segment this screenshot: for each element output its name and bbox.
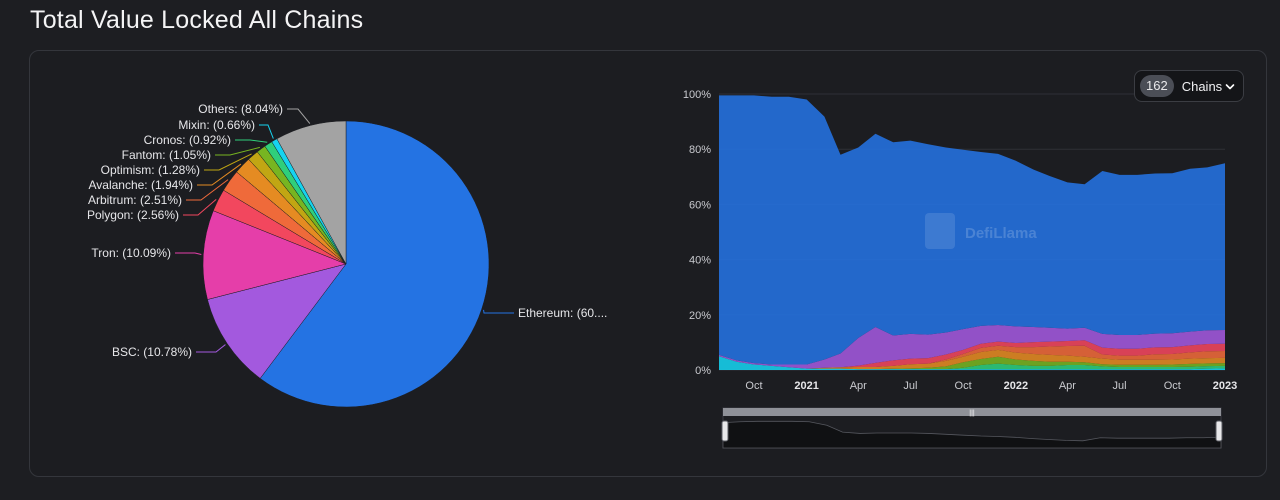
pie-leader-mixin <box>259 124 274 139</box>
x-tick-label: Jul <box>903 380 917 392</box>
pie-label-polygon: Polygon: (2.56%) <box>87 208 179 222</box>
pie-label-tron: Tron: (10.09%) <box>91 246 171 260</box>
x-tick-label: 2022 <box>1004 380 1028 392</box>
x-tick-label: Oct <box>955 380 972 392</box>
y-tick-label: 20% <box>689 310 711 322</box>
x-tick-label: Apr <box>1059 380 1076 392</box>
watermark-logo-icon <box>925 213 955 249</box>
pie-leader-fantom <box>215 146 260 156</box>
area-series-cronos[interactable] <box>719 356 1225 370</box>
chains-count-badge: 162 <box>1140 75 1174 97</box>
pie-leader-others <box>287 108 311 124</box>
pie-leader-avalanche <box>197 163 242 186</box>
pie-chart: Ethereum: (60.... BSC: (10.78%) Tron: (10.… <box>87 102 607 408</box>
pie-leader-optimism <box>204 153 252 171</box>
y-tick-label: 80% <box>689 144 711 156</box>
zoom-grip-icon[interactable]: ||| <box>969 410 975 417</box>
x-tick-label: Oct <box>745 380 762 392</box>
pie-label-mixin: Mixin: (0.66%) <box>178 118 255 132</box>
pie-label-avalanche: Avalanche: (1.94%) <box>88 178 193 192</box>
chains-selector-button[interactable]: 162 Chains <box>1134 70 1244 102</box>
pie-label-ethereum: Ethereum: (60.... <box>518 306 607 320</box>
x-tick-label: Oct <box>1164 380 1181 392</box>
pie-label-optimism: Optimism: (1.28%) <box>101 163 200 177</box>
pie-leader-arbitrum <box>186 179 229 201</box>
x-tick-label: 2021 <box>794 380 818 392</box>
x-tick-label: 2023 <box>1213 380 1237 392</box>
area-series-arbitrum[interactable] <box>719 345 1225 369</box>
x-tick-label: Jul <box>1113 380 1127 392</box>
pie-leader-cronos <box>235 139 268 143</box>
pie-leader-polygon <box>183 198 217 216</box>
y-tick-label: 60% <box>689 199 711 211</box>
pie-leader-tron <box>175 252 202 256</box>
pie-label-arbitrum: Arbitrum: (2.51%) <box>88 193 182 207</box>
pie-slice-ethereum[interactable] <box>259 120 490 408</box>
area-series-polygon[interactable] <box>719 340 1225 369</box>
pie-label-cronos: Cronos: (0.92%) <box>144 133 231 147</box>
area-series-ethereum[interactable] <box>719 95 1225 365</box>
pie-label-fantom: Fantom: (1.05%) <box>122 148 211 162</box>
zoom-slider-bar[interactable] <box>723 408 1221 416</box>
pie-slice-tron[interactable] <box>202 210 347 300</box>
zoom-handle-left[interactable] <box>721 420 729 442</box>
y-tick-label: 0% <box>695 365 711 377</box>
pie-slice-others[interactable] <box>276 120 347 265</box>
chevron-down-icon <box>1225 84 1235 90</box>
zoom-slider-preview <box>722 420 1222 449</box>
area-series-avalanche[interactable] <box>719 349 1225 370</box>
page-title: Total Value Locked All Chains <box>30 6 364 34</box>
x-tick-label: Apr <box>850 380 867 392</box>
pie-label-bsc: BSC: (10.78%) <box>112 345 192 359</box>
watermark-text: DefiLlama <box>965 225 1037 242</box>
area-series-mixin[interactable] <box>719 356 1225 370</box>
y-tick-label: 100% <box>683 89 711 101</box>
y-tick-label: 40% <box>689 255 711 267</box>
area-series-fantom[interactable] <box>719 356 1225 370</box>
pie-leader-ethereum <box>483 309 514 314</box>
area-chart: 0% 20% 40% 60% 80% 100% DefiLlama Oct 2021 Apr Jul… <box>683 89 1237 449</box>
chains-label: Chains <box>1181 78 1223 94</box>
pie-slice-bsc[interactable] <box>207 263 347 379</box>
area-series-bsc[interactable] <box>719 325 1225 369</box>
zoom-handle-right[interactable] <box>1215 420 1223 442</box>
pie-label-others: Others: (8.04%) <box>198 102 283 116</box>
pie-leader-bsc <box>196 344 226 353</box>
